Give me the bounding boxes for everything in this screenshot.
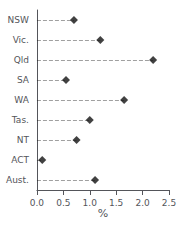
svg-text:WA: WA [14,95,29,105]
svg-text:SA: SA [17,75,30,85]
svg-text:1.5: 1.5 [109,198,123,208]
svg-text:2.0: 2.0 [135,198,150,208]
svg-text:1.0: 1.0 [83,198,98,208]
svg-text:Tas.: Tas. [11,115,29,125]
svg-text:Aust.: Aust. [6,175,29,185]
svg-text:2.5: 2.5 [162,198,176,208]
svg-text:NSW: NSW [8,15,29,25]
svg-text:%: % [98,207,108,220]
svg-text:0.0: 0.0 [30,198,45,208]
svg-text:NT: NT [17,135,30,145]
svg-text:0.5: 0.5 [56,198,70,208]
svg-text:ACT: ACT [11,155,29,165]
svg-text:Qld: Qld [14,55,29,65]
svg-text:Vic.: Vic. [13,35,29,45]
